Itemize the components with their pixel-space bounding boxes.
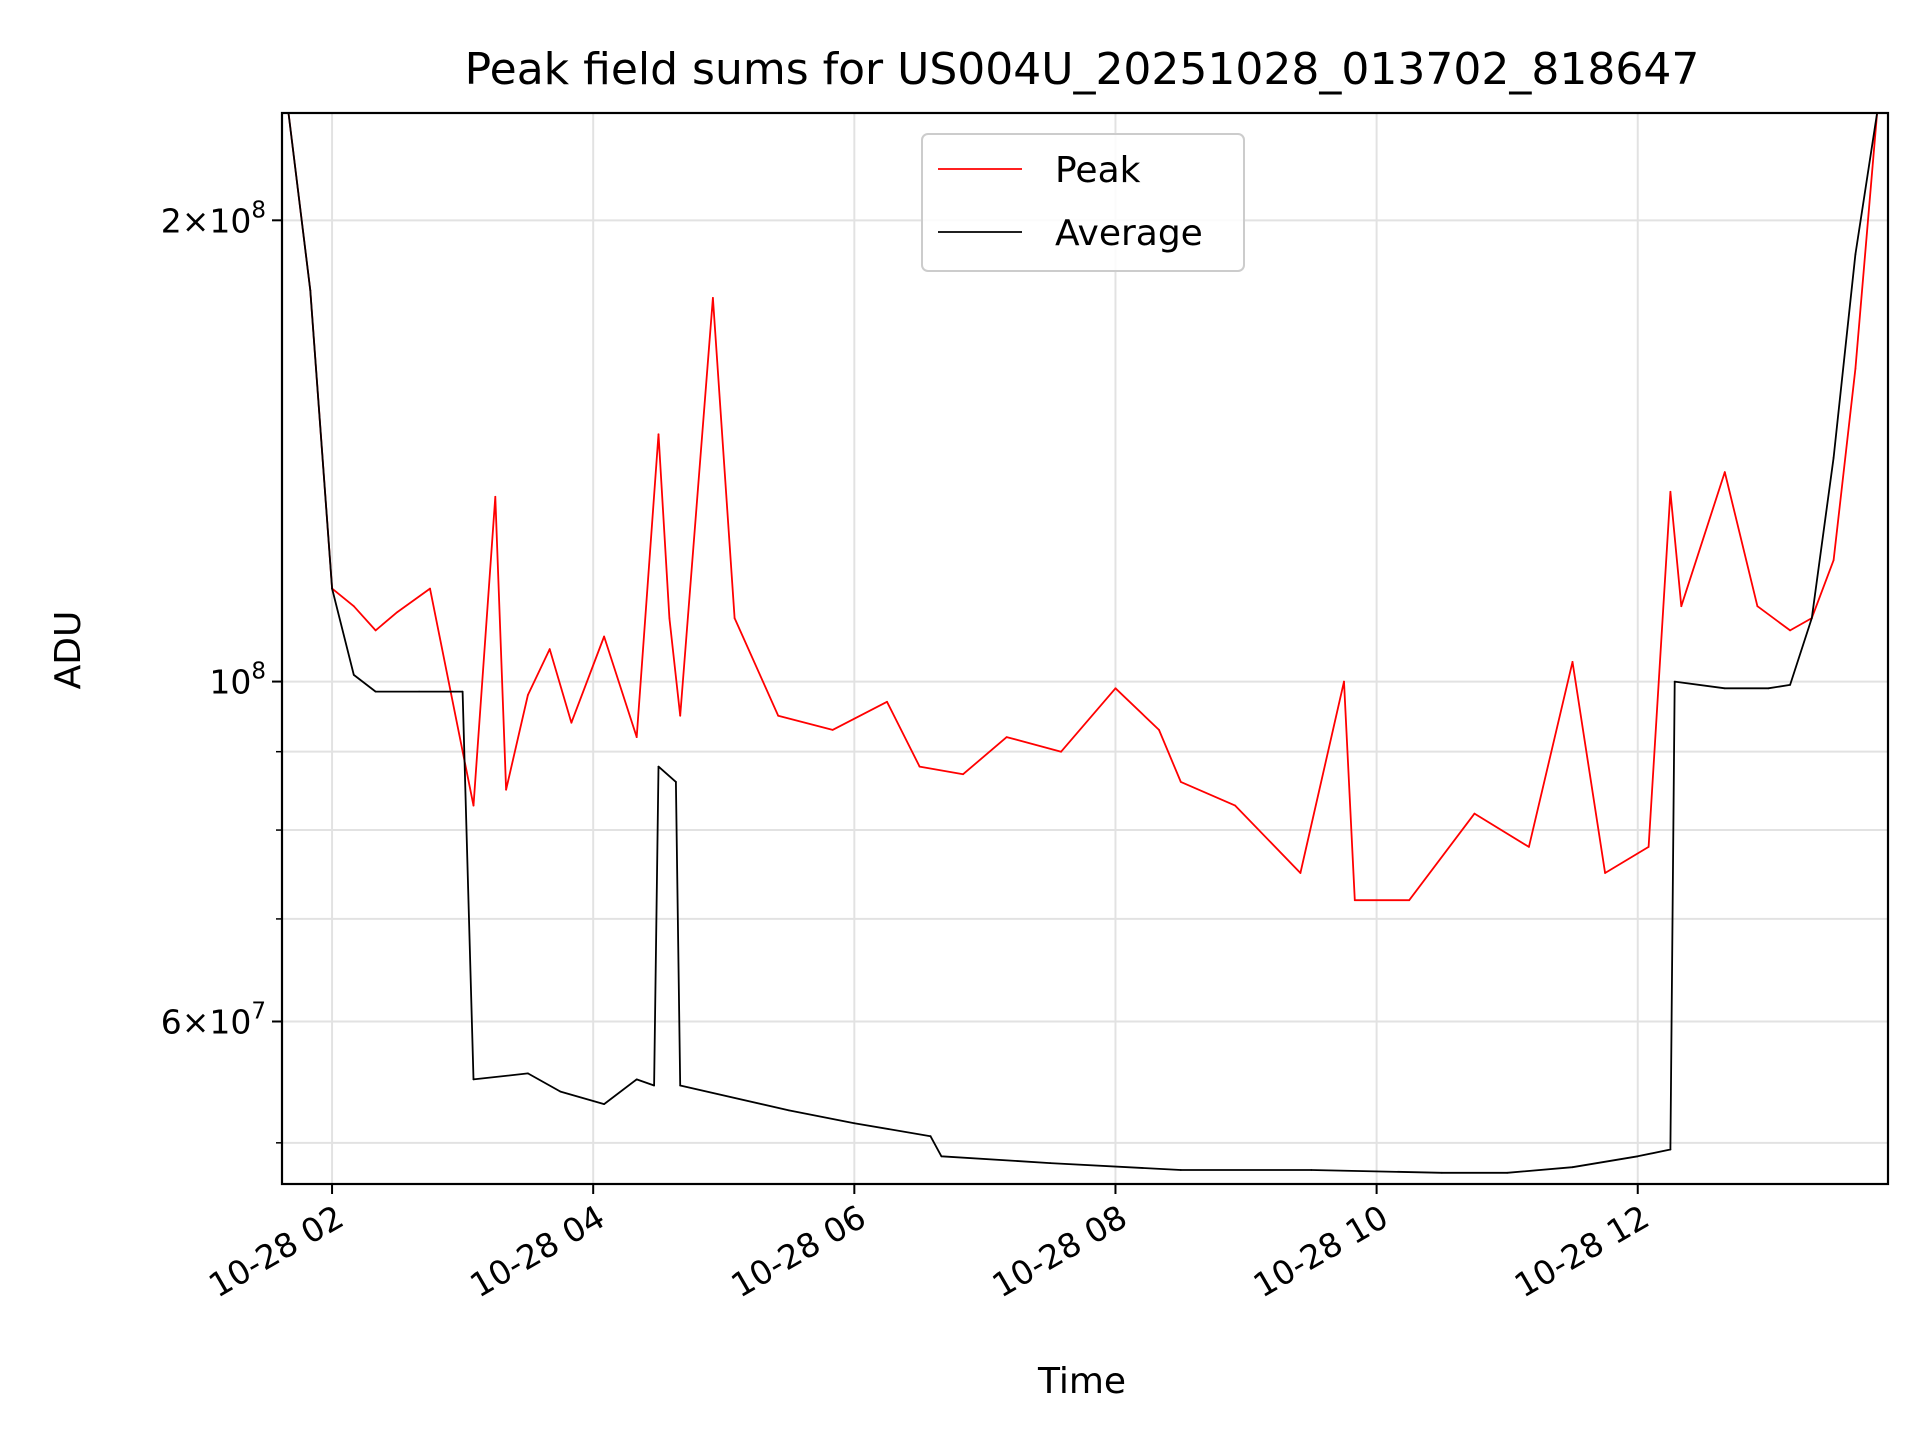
data-point-average [309, 289, 312, 292]
data-point-peak [527, 694, 529, 696]
data-point-peak [1854, 367, 1857, 370]
data-point-peak [1571, 661, 1574, 663]
data-point-peak [494, 495, 497, 498]
data-point-peak [1669, 490, 1672, 493]
y-axis-label: ADU [48, 611, 89, 690]
y-tick-label: 2×108 [161, 197, 266, 240]
data-point-average [603, 1103, 605, 1105]
data-point-average [1506, 1171, 1509, 1174]
data-point-peak [668, 617, 671, 619]
data-point-average [527, 1072, 529, 1075]
data-point-peak [712, 297, 714, 299]
data-point-peak [1680, 605, 1683, 608]
data-point-average [1854, 253, 1857, 256]
data-point-peak [1179, 781, 1182, 783]
data-point-peak [396, 611, 399, 613]
x-axis-label: Time [1037, 1361, 1126, 1402]
legend-label-peak: Peak [1055, 150, 1141, 191]
data-point-average [1810, 617, 1813, 619]
data-point-average [352, 674, 355, 676]
data-point-peak [472, 804, 475, 807]
data-point-average [1832, 456, 1835, 459]
data-point-peak [635, 736, 638, 738]
data-point-average [1179, 1169, 1182, 1171]
data-point-peak [1756, 605, 1759, 608]
data-point-peak [1789, 629, 1791, 632]
data-point-average [679, 1084, 682, 1087]
data-point-average [1723, 687, 1726, 690]
legend: Peak Average [921, 133, 1245, 272]
data-point-peak [733, 617, 736, 619]
data-point-peak [777, 714, 780, 717]
plot-frame [280, 111, 1890, 1186]
data-point-peak [1647, 846, 1650, 848]
data-point-average [559, 1090, 562, 1093]
data-point-average [331, 587, 333, 590]
data-point-average [940, 1155, 943, 1158]
data-point-peak [603, 635, 605, 638]
data-point-average [472, 1078, 475, 1081]
data-point-peak [1114, 687, 1117, 690]
data-point-average [1669, 1148, 1672, 1151]
data-point-average [1310, 1169, 1313, 1171]
data-point-peak [1408, 899, 1411, 902]
data-point-average [929, 1135, 932, 1138]
series-line-average [287, 113, 1878, 1174]
data-point-peak [657, 433, 660, 436]
data-point-average [1767, 687, 1770, 690]
data-point-peak [1604, 872, 1606, 874]
data-point-peak [1723, 471, 1726, 473]
data-point-peak [1473, 812, 1476, 815]
data-point-peak [1353, 899, 1356, 902]
data-point-peak [1299, 872, 1302, 874]
data-point-peak [962, 773, 964, 776]
data-point-peak [352, 605, 355, 608]
chart-title: Peak field sums for US004U_20251028_0137… [465, 44, 1700, 95]
data-point-average [1636, 1155, 1639, 1158]
data-point-peak [1158, 729, 1160, 731]
data-point-peak [505, 788, 507, 791]
data-point-average [461, 690, 464, 693]
y-tick-label: 6×107 [161, 998, 266, 1041]
data-point-peak [570, 721, 573, 724]
data-point-average [653, 1084, 655, 1087]
data-point-peak [429, 587, 431, 590]
data-point-peak [374, 629, 377, 632]
data-point-peak [1234, 804, 1237, 807]
data-point-average [1049, 1162, 1052, 1164]
data-point-peak [1343, 680, 1345, 683]
data-point-peak [1528, 846, 1530, 848]
data-point-average [788, 1109, 790, 1112]
grid [282, 113, 1888, 1184]
data-point-average [675, 781, 677, 783]
data-point-peak [831, 729, 834, 731]
data-point-peak [1832, 559, 1835, 562]
data-point-average [1673, 680, 1676, 683]
data-point-average [374, 690, 377, 693]
legend-label-average: Average [1055, 213, 1203, 254]
data-point-peak [918, 765, 921, 768]
data-point-peak [1060, 750, 1062, 753]
data-point-average [1441, 1171, 1443, 1174]
data-point-average [1571, 1166, 1574, 1169]
plot-area [287, 113, 1878, 1174]
data-point-average [853, 1122, 856, 1125]
data-point-peak [886, 700, 888, 703]
data-point-peak [1005, 736, 1008, 738]
data-point-average [418, 690, 420, 693]
data-point-average [657, 765, 660, 768]
data-point-peak [679, 714, 682, 717]
data-point-average [1789, 684, 1791, 686]
data-point-average [635, 1078, 638, 1081]
data-point-peak [548, 648, 551, 650]
